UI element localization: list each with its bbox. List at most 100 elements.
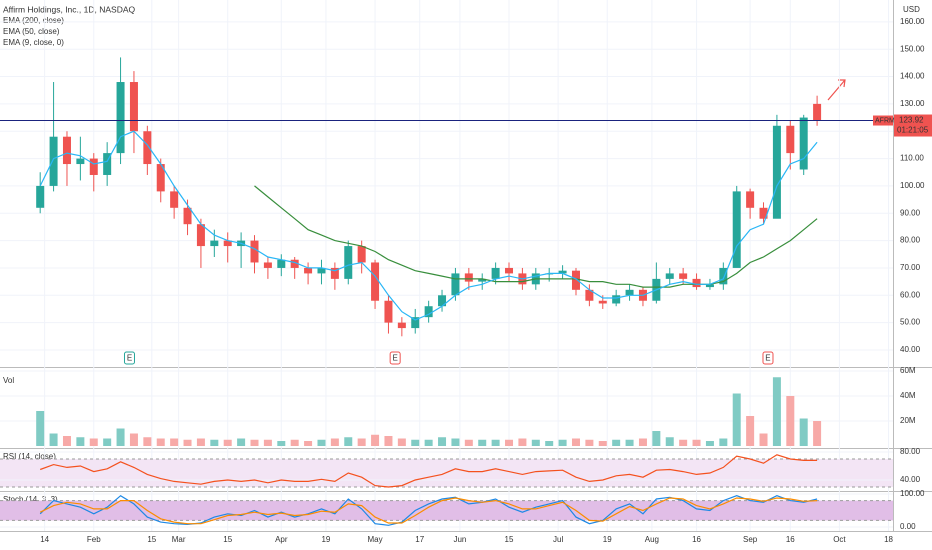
- candle-body: [705, 284, 714, 288]
- candle-body: [304, 267, 313, 274]
- chart-title: Affirm Holdings, Inc., 1D, NASDAQ: [3, 4, 135, 14]
- last-price-label: 123.92: [899, 116, 924, 125]
- x-tick-label: 17: [415, 535, 424, 544]
- y-tick-label: 40.00: [900, 475, 921, 484]
- x-tick-label: 16: [786, 535, 795, 544]
- indicator-line: [39, 454, 818, 488]
- candle-body: [89, 158, 98, 175]
- volume-bar: [397, 438, 406, 446]
- candle-body: [451, 273, 460, 296]
- earnings-label: E: [765, 354, 770, 363]
- candle-body: [277, 259, 286, 268]
- candle-body: [317, 267, 326, 274]
- earnings-marker: [389, 351, 401, 365]
- indicator-legend: EMA (9, close, 0): [3, 38, 64, 47]
- earnings-marker: [762, 351, 774, 365]
- volume-bar: [786, 396, 795, 446]
- y-tick-label: 90.00: [900, 208, 921, 217]
- candle-body: [679, 273, 688, 279]
- volume-bar: [491, 439, 500, 446]
- volume-bar: [772, 377, 781, 446]
- candle-body: [813, 103, 822, 121]
- candle-body: [732, 191, 741, 268]
- candle-body: [478, 278, 487, 282]
- volume-bar: [571, 438, 580, 446]
- y-tick-label: 160.00: [900, 17, 925, 26]
- candle-body: [759, 207, 768, 219]
- symbol-label: AFRM: [875, 117, 895, 124]
- pane-title: RSI (14, close): [3, 452, 56, 461]
- candle-body: [625, 289, 634, 296]
- x-tick-label: Jun: [453, 535, 466, 544]
- candle-body: [571, 270, 580, 290]
- candle-body: [558, 270, 567, 274]
- x-tick-label: Feb: [87, 535, 101, 544]
- volume-bar: [304, 441, 313, 446]
- candle-body: [612, 295, 621, 304]
- candle-body: [263, 262, 272, 268]
- volume-bar: [183, 439, 192, 446]
- x-tick-label: Jul: [553, 535, 563, 544]
- volume-bar: [518, 438, 527, 446]
- volume-bar: [277, 441, 286, 446]
- x-tick-label: 19: [321, 535, 330, 544]
- ema-line: [254, 185, 818, 288]
- volume-bar: [344, 437, 353, 446]
- candle-body: [116, 82, 125, 154]
- volume-bar: [531, 439, 540, 446]
- x-tick-label: Mar: [172, 535, 186, 544]
- annotation-arrow: [827, 79, 846, 101]
- candle-body: [491, 267, 500, 279]
- volume-bar: [76, 437, 85, 446]
- volume-bar: [250, 439, 259, 446]
- volume-bar: [384, 436, 393, 446]
- volume-bar: [813, 421, 822, 446]
- y-tick-label: 150.00: [900, 44, 925, 53]
- volume-bar: [478, 439, 487, 446]
- volume-bar: [558, 439, 567, 446]
- indicator-line: [39, 497, 818, 525]
- volume-bar: [505, 439, 514, 446]
- candle-body: [505, 267, 514, 274]
- pane-title: Vol: [3, 376, 14, 385]
- volume-bar: [424, 439, 433, 446]
- indicator-legend: EMA (50, close): [3, 27, 60, 36]
- earnings-label: E: [392, 354, 397, 363]
- volume-bar: [36, 411, 45, 446]
- volume-bar: [103, 438, 112, 446]
- volume-bar: [330, 438, 339, 446]
- candle-body: [196, 224, 205, 247]
- candle-body: [799, 117, 808, 170]
- candle-body: [76, 158, 85, 165]
- candle-body: [62, 136, 71, 165]
- candle-body: [129, 82, 138, 132]
- x-tick-label: May: [367, 535, 382, 544]
- volume-bar: [652, 431, 661, 446]
- volume-bar: [129, 433, 138, 446]
- volume-bar: [719, 438, 728, 446]
- volume-bar: [62, 436, 71, 446]
- x-tick-label: 19: [603, 535, 612, 544]
- candle-body: [464, 273, 473, 282]
- candle-body: [49, 136, 58, 186]
- y-tick-label: 130.00: [900, 99, 925, 108]
- volume-bar: [638, 438, 647, 446]
- candle-body: [143, 131, 152, 165]
- volume-bar: [371, 434, 380, 446]
- y-tick-label: 80.00: [900, 447, 921, 456]
- y-tick-label: 100.00: [900, 181, 925, 190]
- volume-bar: [625, 439, 634, 446]
- candle-body: [384, 300, 393, 323]
- volume-bar: [759, 433, 768, 446]
- volume-bar: [464, 439, 473, 446]
- y-tick-label: 60.00: [900, 290, 921, 299]
- volume-bar: [290, 439, 299, 446]
- candle-body: [786, 125, 795, 154]
- volume-bar: [612, 439, 621, 446]
- x-tick-label: Sep: [743, 535, 758, 544]
- candle-body: [665, 273, 674, 279]
- candle-body: [36, 185, 45, 208]
- volume-bar: [263, 439, 272, 446]
- volume-bar: [210, 439, 219, 446]
- ema-line: [39, 130, 818, 321]
